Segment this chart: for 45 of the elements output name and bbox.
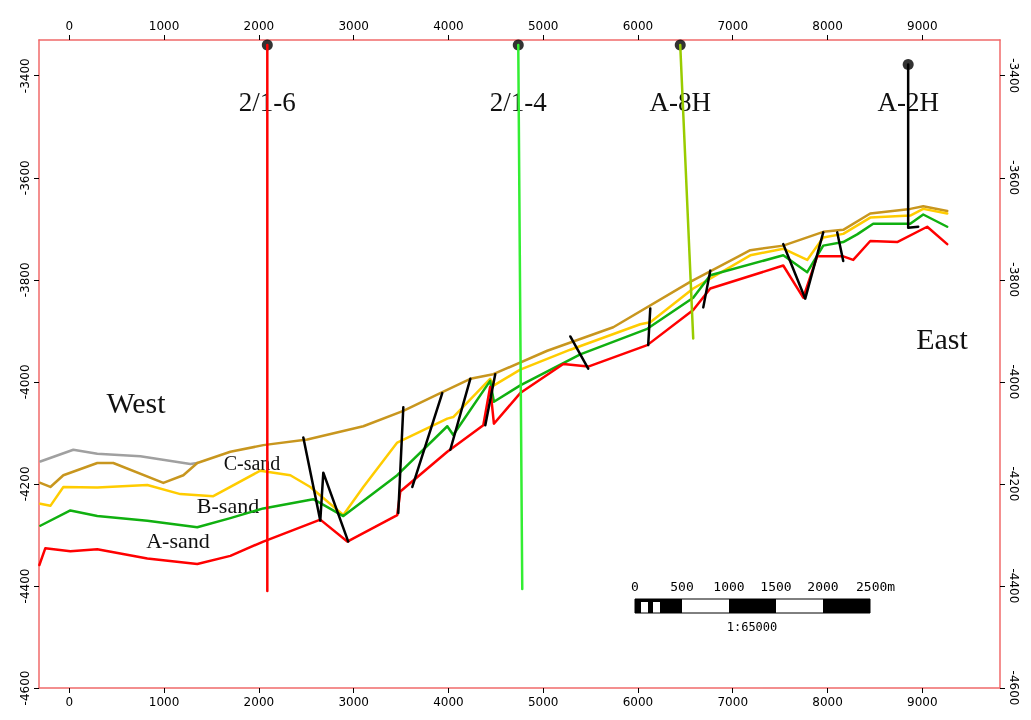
y-tick-label: -4000 bbox=[18, 364, 32, 400]
annotation: 500 bbox=[670, 579, 694, 594]
y2-tick-label: -4200 bbox=[1007, 466, 1021, 502]
y2-tick-label: -4400 bbox=[1007, 568, 1021, 604]
y2-tick-label: -3400 bbox=[1007, 58, 1021, 94]
y2-tick-label: -3800 bbox=[1007, 262, 1021, 298]
y-tick-label: -4600 bbox=[18, 670, 32, 706]
annotation: 0 bbox=[631, 579, 639, 594]
x2-tick-label: 7000 bbox=[717, 19, 749, 33]
annotation: A-sand bbox=[146, 527, 210, 553]
y-tick-label: -4400 bbox=[18, 568, 32, 604]
x2-tick-label: 3000 bbox=[338, 19, 369, 33]
y-tick-label: -3600 bbox=[18, 160, 32, 196]
annotation: B-sand bbox=[196, 492, 260, 518]
annotation: 1:65000 bbox=[726, 620, 778, 634]
annotation: East bbox=[916, 321, 969, 355]
x-tick-label: 5000 bbox=[527, 695, 559, 709]
annotation: 2000 bbox=[807, 579, 839, 594]
annotation: 1000 bbox=[713, 579, 745, 594]
x-tick-label: 2000 bbox=[243, 695, 275, 709]
x2-tick-label: 9000 bbox=[907, 19, 938, 33]
y-tick-label: -4200 bbox=[18, 466, 32, 502]
x-tick-label: 4000 bbox=[433, 695, 464, 709]
x-tick-label: 1000 bbox=[148, 695, 180, 709]
x-tick-label: 3000 bbox=[338, 695, 369, 709]
y2-tick-label: -3600 bbox=[1007, 160, 1021, 196]
x2-tick-label: 8000 bbox=[812, 19, 843, 33]
x2-tick-label: 2000 bbox=[243, 19, 275, 33]
x2-tick-label: 1000 bbox=[148, 19, 180, 33]
y-tick-label: -3400 bbox=[18, 58, 32, 94]
annotation: 1500 bbox=[760, 579, 792, 594]
annotation: West bbox=[106, 385, 167, 419]
x2-tick-label: 0 bbox=[65, 19, 74, 33]
y2-tick-label: -4600 bbox=[1007, 670, 1021, 706]
x-tick-label: 9000 bbox=[907, 695, 938, 709]
x2-tick-label: 4000 bbox=[433, 19, 464, 33]
y2-tick-label: -4000 bbox=[1007, 364, 1021, 400]
x2-tick-label: 6000 bbox=[622, 19, 654, 33]
annotation: 2500m bbox=[856, 579, 896, 594]
x-tick-label: 0 bbox=[65, 695, 74, 709]
x-tick-label: 7000 bbox=[717, 695, 749, 709]
y-tick-label: -3800 bbox=[18, 262, 32, 298]
x-tick-label: 8000 bbox=[812, 695, 843, 709]
x-tick-label: 6000 bbox=[622, 695, 654, 709]
x2-tick-label: 5000 bbox=[527, 19, 559, 33]
